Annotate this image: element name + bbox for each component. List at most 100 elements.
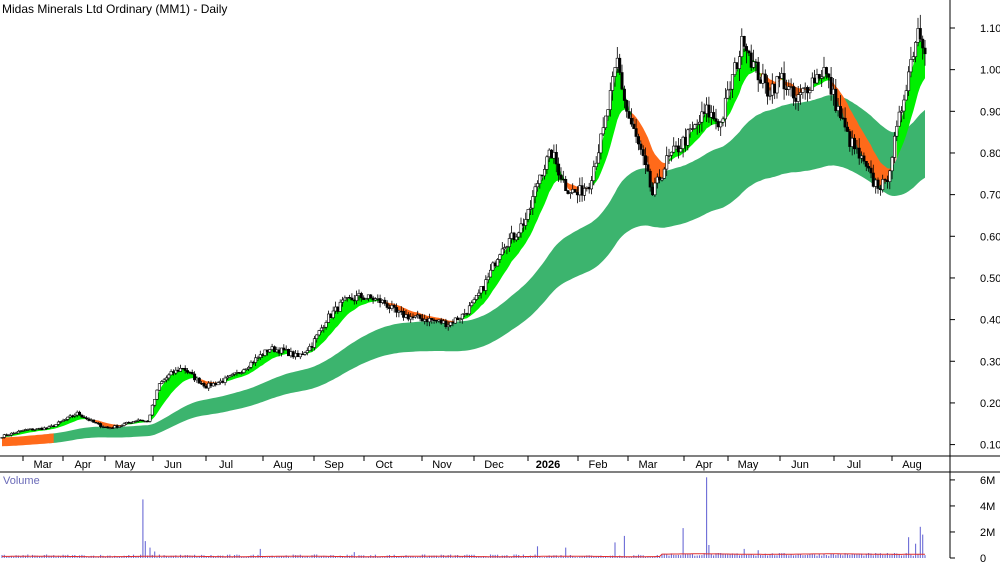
candle-body	[146, 420, 150, 423]
month-label: Jul	[847, 459, 861, 471]
candle-body	[488, 269, 492, 278]
candle-body	[392, 304, 396, 308]
short-term-ema-band-segment	[384, 301, 458, 325]
candle-body	[512, 232, 516, 241]
candle-body	[45, 427, 49, 429]
candle-body	[256, 357, 260, 359]
candle-body	[484, 279, 488, 291]
candle-body	[496, 259, 500, 267]
candle-body	[66, 416, 70, 420]
candle-body	[604, 115, 608, 128]
month-label: Oct	[375, 459, 392, 471]
candle-body	[432, 319, 436, 322]
candle-body	[106, 426, 110, 429]
candle-body	[636, 136, 640, 145]
candle-body	[474, 294, 478, 300]
candle-body	[740, 35, 744, 57]
price-tick-label: 0.60	[980, 231, 1000, 243]
candle-body	[843, 117, 847, 128]
candle-body	[491, 262, 495, 271]
candle-body	[613, 67, 617, 77]
candle-body	[122, 423, 126, 426]
candle-body	[791, 86, 795, 99]
candle-body	[282, 347, 286, 351]
candle-body	[761, 73, 765, 84]
candle-body	[230, 374, 234, 376]
candle-body	[836, 106, 840, 112]
candle-body	[56, 421, 60, 425]
candle-body	[329, 313, 333, 319]
candle-body	[453, 317, 457, 324]
price-tick-label: 0.40	[980, 315, 1000, 327]
candle-body	[547, 149, 551, 158]
candle-body	[162, 379, 166, 382]
candle-body	[697, 121, 701, 125]
candle-body	[510, 232, 514, 239]
candle-body	[862, 155, 866, 162]
candle-body	[12, 432, 16, 435]
candle-body	[848, 131, 852, 147]
candle-body	[134, 420, 138, 423]
candle-body	[899, 110, 903, 113]
candle-body	[524, 219, 528, 226]
candle-body	[61, 420, 65, 422]
candle-body	[787, 86, 791, 90]
candle-body	[99, 423, 103, 427]
candle-body	[465, 313, 469, 315]
candle-body	[340, 299, 344, 303]
candle-body	[831, 88, 835, 95]
candle-body	[594, 162, 598, 167]
candle-body	[272, 346, 276, 353]
candle-body	[881, 179, 885, 190]
candle-body	[568, 192, 572, 194]
candle-body	[643, 155, 647, 165]
candle-body	[653, 182, 657, 196]
candle-body	[30, 428, 34, 431]
candle-body	[319, 327, 323, 332]
candle-body	[385, 303, 389, 308]
candle-body	[216, 382, 220, 386]
candle-body	[226, 376, 230, 379]
candle-body	[237, 372, 241, 374]
month-label: Jun	[791, 459, 809, 471]
candle-body	[383, 299, 387, 304]
candle-body	[519, 223, 523, 234]
month-label: Aug	[273, 459, 293, 471]
candle-body	[756, 61, 760, 81]
candle-body	[876, 179, 880, 189]
candle-body	[298, 353, 302, 358]
candle-body	[359, 293, 363, 299]
candle-body	[303, 352, 307, 355]
candle-body	[312, 338, 316, 348]
candle-body	[702, 111, 706, 114]
candle-body	[197, 377, 201, 384]
candle-body	[838, 106, 842, 119]
price-tick-label: 0.50	[980, 273, 1000, 285]
candle-body	[921, 38, 925, 49]
candle-body	[674, 145, 678, 147]
candle-body	[387, 307, 391, 309]
candle-body	[89, 419, 93, 421]
candle-body	[752, 61, 756, 68]
candle-body	[78, 411, 82, 416]
candle-body	[712, 112, 716, 120]
candle-body	[301, 353, 305, 356]
candle-body	[538, 174, 542, 184]
candle-body	[233, 372, 237, 375]
candle-body	[117, 425, 121, 428]
candle-body	[803, 87, 807, 89]
candle-body	[228, 375, 232, 378]
candle-body	[566, 190, 570, 194]
candle-body	[315, 334, 319, 339]
candle-body	[695, 123, 699, 126]
month-label: Dec	[484, 459, 504, 471]
candle-body	[16, 430, 20, 434]
candle-body	[26, 429, 30, 431]
candle-body	[726, 89, 730, 99]
candle-body	[730, 74, 734, 90]
candle-body	[535, 183, 539, 188]
candle-body	[634, 128, 638, 137]
candle-body	[573, 189, 577, 193]
candle-body	[618, 57, 622, 73]
candle-body	[409, 316, 413, 320]
